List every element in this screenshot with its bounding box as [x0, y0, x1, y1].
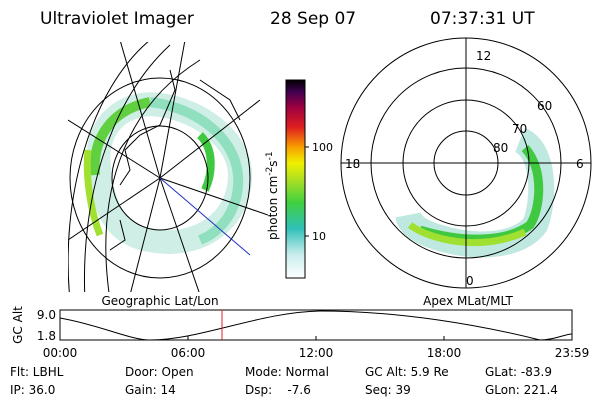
orbit-x-label: 18:00 [427, 346, 462, 360]
orbit-curve [59, 310, 573, 341]
mlt-label: 18 [345, 157, 360, 171]
footer-field: Gain: 14 [125, 383, 176, 397]
footer-field: GC Alt: 5.9 Re [365, 365, 449, 379]
footer-field: Seq: 39 [365, 383, 411, 397]
orbit-x-label: 23:59 [555, 346, 590, 360]
mlt-label: 0 [466, 274, 474, 288]
orbit-x-label: 00:00 [43, 346, 78, 360]
mlt-label: 6 [576, 157, 584, 171]
time: 07:37:31 UT [430, 9, 535, 29]
lat-label: 60 [537, 99, 552, 113]
orbit-x-label: 12:00 [299, 346, 334, 360]
footer-field: Dsp: -7.6 [245, 383, 311, 397]
title: Ultraviolet Imager [40, 9, 194, 29]
colorbar [285, 79, 306, 279]
right-caption: Apex MLat/MLT [423, 294, 513, 308]
orbit-x-label: 06:00 [171, 346, 206, 360]
footer-field: Door: Open [125, 365, 194, 379]
orbit-y-label: 9.0 [37, 308, 56, 322]
geo-map [68, 42, 268, 292]
orbit-y-label: 1.8 [37, 329, 56, 343]
colorbar-tick: 100 [312, 141, 333, 154]
orbit-axis-label: GC Alt [11, 306, 25, 344]
orbit-frame [59, 309, 573, 341]
footer-field: IP: 36.0 [10, 383, 55, 397]
polar-map [395, 127, 555, 258]
left-caption: Geographic Lat/Lon [101, 294, 218, 308]
footer-field: GLat: -83.9 [485, 365, 552, 379]
date: 28 Sep 07 [270, 9, 356, 29]
footer-field: Flt: LBHL [10, 365, 64, 379]
mlt-label: 12 [476, 49, 491, 63]
footer-field: GLon: 221.4 [485, 383, 558, 397]
lat-label: 80 [493, 141, 508, 155]
lat-label: 70 [512, 122, 527, 136]
footer-field: Mode: Normal [245, 365, 329, 379]
colorbar-label: photon cm-2s-1 [265, 151, 280, 240]
colorbar-tick: 10 [312, 230, 326, 243]
